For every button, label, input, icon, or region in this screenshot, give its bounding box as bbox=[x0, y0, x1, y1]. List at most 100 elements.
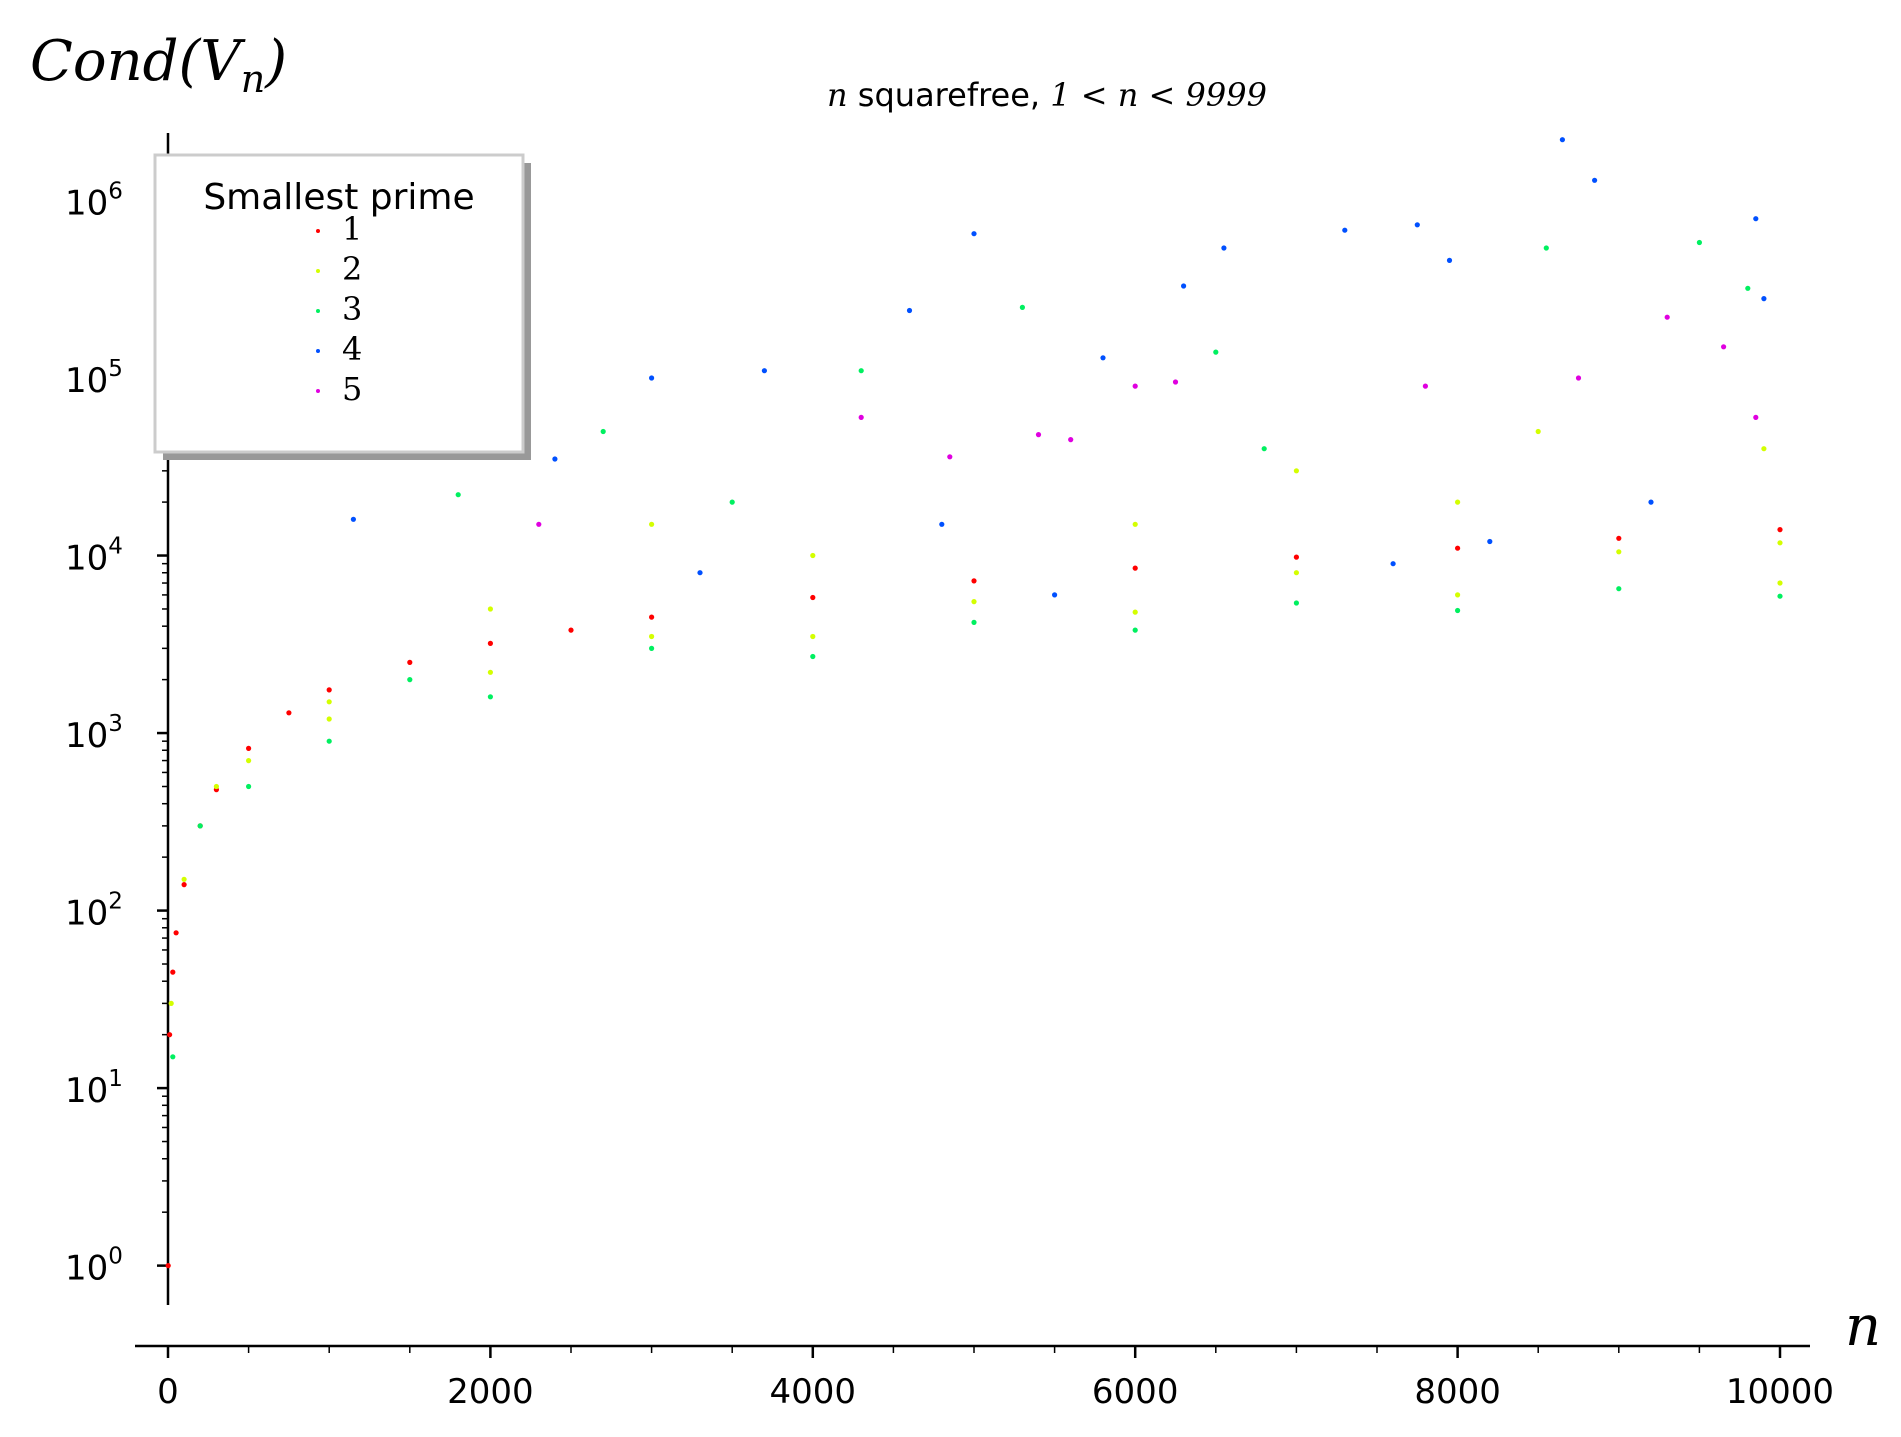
data-point-series-4 bbox=[1181, 283, 1187, 289]
legend-label-3: 3 bbox=[342, 290, 362, 328]
data-point-series-4 bbox=[649, 375, 655, 381]
y-axis-label-main: Cond(V bbox=[30, 29, 246, 94]
x-tick-label: 4000 bbox=[770, 1372, 857, 1412]
data-point-series-2 bbox=[810, 633, 816, 640]
y-tick-label-base: 10 bbox=[65, 361, 108, 401]
x-tick-label: 8000 bbox=[1414, 1372, 1501, 1412]
x-axis-label: n bbox=[1845, 1294, 1881, 1359]
data-point-series-4 bbox=[697, 570, 703, 576]
x-tick-label: 2000 bbox=[447, 1372, 534, 1412]
data-point-series-2 bbox=[649, 521, 655, 527]
data-point-series-2 bbox=[326, 699, 332, 705]
data-point-series-4 bbox=[1414, 222, 1420, 228]
data-point-series-2 bbox=[1616, 549, 1622, 555]
data-point-series-3 bbox=[729, 499, 735, 505]
data-point-series-3 bbox=[858, 368, 864, 374]
legend-marker-3 bbox=[316, 309, 320, 313]
data-point-series-4 bbox=[1559, 137, 1565, 143]
x-tick-label: 0 bbox=[157, 1372, 179, 1412]
data-point-series-2 bbox=[1455, 592, 1461, 598]
data-point-series-5 bbox=[1422, 383, 1428, 389]
data-point-series-1 bbox=[568, 627, 574, 633]
data-point-series-4 bbox=[939, 521, 945, 527]
data-point-series-1 bbox=[181, 882, 187, 888]
data-point-series-3 bbox=[246, 783, 252, 790]
data-point-series-1 bbox=[649, 614, 655, 620]
data-point-series-4 bbox=[1052, 592, 1058, 598]
data-point-series-3 bbox=[170, 1054, 176, 1060]
y-axis-label-sub: n bbox=[241, 57, 265, 101]
data-point-series-2 bbox=[213, 783, 219, 790]
data-point-series-1 bbox=[810, 594, 816, 601]
data-point-series-4 bbox=[1753, 216, 1759, 222]
data-point-series-4 bbox=[1648, 499, 1654, 505]
legend-marker-5 bbox=[316, 389, 320, 393]
data-point-series-5 bbox=[1664, 314, 1670, 320]
data-point-series-2 bbox=[246, 758, 252, 764]
y-axis-label: Cond(Vn) bbox=[30, 29, 287, 101]
data-point-series-2 bbox=[1761, 446, 1767, 452]
data-point-series-5 bbox=[1132, 383, 1138, 389]
legend-label-1: 1 bbox=[342, 210, 362, 248]
chart-title: n squarefree, 1 < n < 9999 bbox=[827, 76, 1267, 114]
y-tick-label-base: 10 bbox=[65, 716, 108, 756]
data-point-series-2 bbox=[1535, 428, 1541, 435]
legend-label-2: 2 bbox=[342, 250, 362, 288]
y-tick-label-exp: 4 bbox=[108, 534, 123, 560]
data-point-series-3 bbox=[649, 645, 655, 652]
data-point-series-2 bbox=[1293, 468, 1299, 474]
data-point-series-1 bbox=[170, 969, 176, 975]
data-point-series-1 bbox=[167, 1032, 173, 1038]
data-point-series-5 bbox=[1068, 437, 1074, 443]
y-tick-label-base: 10 bbox=[65, 894, 108, 934]
data-point-series-4 bbox=[1100, 355, 1106, 361]
data-point-series-1 bbox=[407, 659, 413, 666]
legend-marker-1 bbox=[316, 229, 320, 233]
chart-title-range: 1 < n < 9999 bbox=[1050, 76, 1267, 114]
data-point-series-3 bbox=[1745, 285, 1751, 291]
data-point-series-3 bbox=[455, 492, 461, 498]
y-tick-label: 106 bbox=[65, 178, 123, 223]
legend-box bbox=[153, 153, 525, 454]
data-point-series-4 bbox=[1342, 227, 1348, 233]
y-tick-label-base: 10 bbox=[65, 1249, 108, 1289]
data-point-series-3 bbox=[810, 653, 816, 660]
data-point-series-1 bbox=[487, 640, 493, 647]
y-tick-label-exp: 0 bbox=[108, 1244, 123, 1270]
data-point-series-4 bbox=[1390, 561, 1396, 567]
y-tick-label-base: 10 bbox=[65, 539, 108, 579]
y-tick-label: 102 bbox=[65, 889, 123, 934]
data-point-series-4 bbox=[906, 307, 913, 314]
data-points bbox=[165, 137, 1783, 1269]
data-point-series-2 bbox=[1455, 499, 1461, 505]
y-tick-label-exp: 5 bbox=[108, 356, 123, 382]
data-point-series-2 bbox=[1132, 521, 1138, 527]
legend-marker-4 bbox=[316, 349, 320, 353]
x-tick-label: 10000 bbox=[1726, 1372, 1834, 1412]
data-point-series-5 bbox=[1721, 344, 1727, 350]
data-point-series-3 bbox=[1616, 586, 1622, 592]
data-point-series-3 bbox=[1696, 239, 1702, 246]
data-point-series-1 bbox=[246, 745, 252, 752]
legend-marker-2 bbox=[316, 269, 320, 273]
data-point-series-5 bbox=[858, 414, 864, 420]
legend-title: Smallest prime bbox=[203, 177, 474, 218]
data-point-series-3 bbox=[197, 823, 203, 829]
data-point-series-3 bbox=[1261, 446, 1267, 452]
y-tick-label-exp: 2 bbox=[108, 889, 123, 915]
data-point-series-1 bbox=[173, 930, 179, 936]
data-point-series-1 bbox=[1777, 527, 1783, 533]
data-point-series-2 bbox=[1293, 570, 1299, 576]
x-ticks: 0 2000 4000 6000 8000 10000 bbox=[157, 1346, 1834, 1412]
x-tick-label: 6000 bbox=[1092, 1372, 1179, 1412]
data-point-series-3 bbox=[971, 619, 977, 626]
data-point-series-1 bbox=[1455, 545, 1461, 551]
chart-title-var: n bbox=[827, 76, 848, 114]
data-point-series-3 bbox=[1455, 607, 1461, 614]
data-point-series-3 bbox=[600, 428, 606, 435]
data-point-series-3 bbox=[1132, 627, 1138, 633]
data-point-series-3 bbox=[1213, 349, 1219, 355]
data-point-series-2 bbox=[326, 716, 332, 722]
